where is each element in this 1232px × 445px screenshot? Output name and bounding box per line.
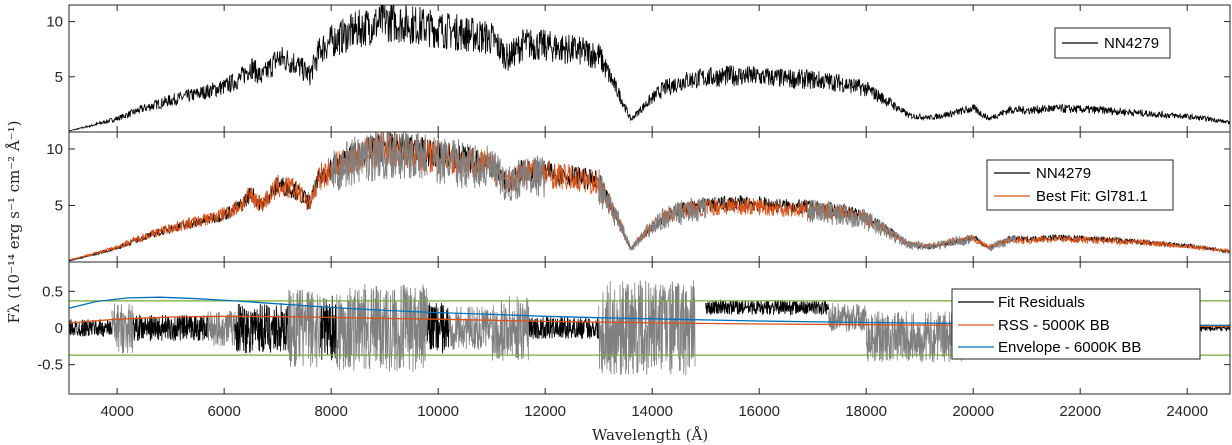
masked-region-1 bbox=[432, 135, 546, 201]
panel-middle-y-ticks: 5 10 bbox=[46, 141, 1230, 214]
x-tick-label: 6000 bbox=[207, 403, 240, 420]
residual-band-2 bbox=[132, 314, 209, 342]
legend-label-nn4279-2: NN4279 bbox=[1036, 165, 1091, 182]
residual-band-13 bbox=[705, 299, 830, 316]
y-tick-label: -0.5 bbox=[37, 357, 63, 374]
residual-band-4 bbox=[234, 302, 289, 354]
panel-middle-legend: NN4279 Best Fit: Gl781.1 bbox=[986, 159, 1174, 211]
y-tick-label: 5 bbox=[55, 197, 63, 214]
residual-band-8 bbox=[427, 302, 450, 354]
residual-band-1 bbox=[111, 303, 134, 355]
x-tick-label: 22000 bbox=[1059, 403, 1101, 420]
residual-band-0 bbox=[69, 319, 113, 337]
legend-label-best-fit: Best Fit: Gl781.1 bbox=[1036, 188, 1148, 205]
panel-top-frame bbox=[68, 4, 1231, 133]
panel-bottom: -0.5 0 0.5 Fit Residuals RSS - 5000K BB En… bbox=[37, 261, 1231, 395]
panel-top-plot-area bbox=[69, 5, 1230, 132]
legend-label-fit-residuals: Fit Residuals bbox=[998, 294, 1085, 311]
residual-band-12 bbox=[598, 280, 696, 376]
masked-region-2 bbox=[598, 169, 707, 251]
legend-label-nn4279: NN4279 bbox=[1104, 35, 1159, 52]
legend-label-envelope: Envelope - 6000K BB bbox=[998, 339, 1141, 356]
panel-bottom-y-ticks: -0.5 0 0.5 bbox=[37, 283, 1230, 374]
panel-top-y-ticks: 5 10 bbox=[46, 14, 1230, 86]
y-tick-label: 0.5 bbox=[42, 283, 63, 300]
series-line-best-fit bbox=[69, 132, 1230, 261]
residual-band-5 bbox=[288, 289, 321, 368]
residual-band-11 bbox=[528, 316, 600, 340]
x-tick-label: 18000 bbox=[845, 403, 887, 420]
x-axis-ticks: 4000 6000 8000 10000 12000 14000 16000 18000 200… bbox=[100, 5, 1208, 420]
x-tick-label: 14000 bbox=[631, 403, 673, 420]
x-tick-label: 20000 bbox=[952, 403, 994, 420]
y-tick-label: 0 bbox=[55, 320, 63, 337]
y-tick-label: 10 bbox=[46, 14, 63, 31]
x-tick-label: 12000 bbox=[524, 403, 566, 420]
series-line-nn4279 bbox=[69, 5, 1230, 132]
residual-band-3 bbox=[207, 310, 236, 347]
panel-top: 5 10 NN4279 bbox=[46, 4, 1231, 133]
x-axis-label: Wavelength (Å) bbox=[592, 426, 708, 444]
residual-band-7 bbox=[336, 283, 428, 372]
legend-label-rss: RSS - 5000K BB bbox=[998, 317, 1110, 334]
panel-bottom-legend: Fit Residuals RSS - 5000K BB Envelope - … bbox=[951, 288, 1201, 360]
panel-middle-plot-area bbox=[69, 132, 1230, 262]
x-tick-label: 8000 bbox=[314, 403, 347, 420]
x-tick-label: 16000 bbox=[738, 403, 780, 420]
residual-band-9 bbox=[448, 306, 493, 350]
x-tick-label: 24000 bbox=[1166, 403, 1208, 420]
residual-band-10 bbox=[491, 295, 530, 361]
panel-middle: 5 10 NN4279 Best Fit: Gl781.1 bbox=[46, 131, 1231, 263]
y-tick-label: 5 bbox=[55, 69, 63, 86]
residual-band-14 bbox=[828, 302, 867, 332]
residual-band-6 bbox=[320, 295, 337, 361]
y-tick-label: 10 bbox=[46, 141, 63, 158]
x-tick-label: 4000 bbox=[100, 403, 133, 420]
x-tick-label: 10000 bbox=[417, 403, 459, 420]
panel-top-legend: NN4279 bbox=[1054, 27, 1171, 59]
masked-region-4 bbox=[988, 235, 1017, 253]
masked-region-3 bbox=[806, 199, 974, 251]
y-axis-label: Fλ (10⁻¹⁴ erg s⁻¹ cm⁻² Å⁻¹) bbox=[5, 120, 23, 323]
masked-region-0 bbox=[330, 132, 428, 192]
